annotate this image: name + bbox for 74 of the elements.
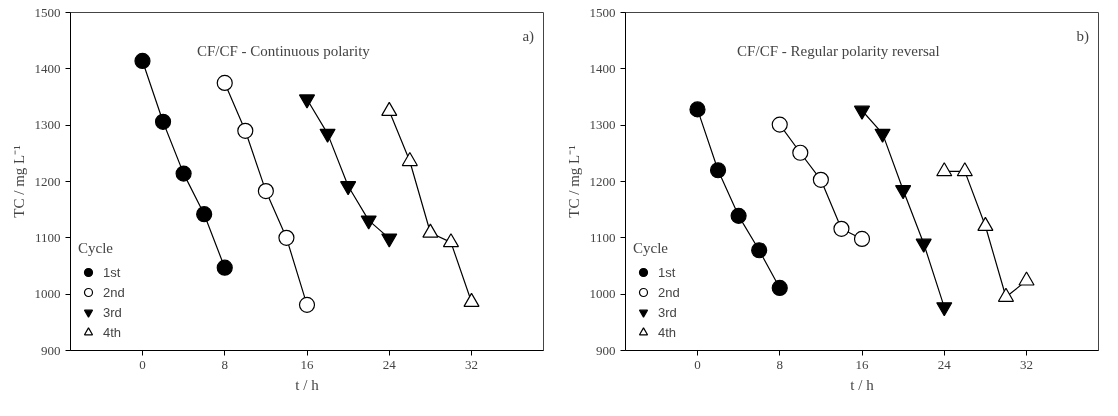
x-tick-label: 8 <box>776 356 783 372</box>
x-tick-label: 16 <box>300 356 314 372</box>
legend-label: 3rd <box>658 303 678 322</box>
y-tick-label: 900 <box>41 342 61 358</box>
point <box>442 233 460 248</box>
point <box>812 171 829 188</box>
y-tick-label: 1000 <box>34 286 61 302</box>
x-axis-title: t / h <box>850 376 875 393</box>
point <box>833 220 850 237</box>
point <box>874 128 891 143</box>
legend-title: Cycle <box>78 240 114 257</box>
point <box>1018 271 1035 286</box>
point <box>216 259 233 276</box>
point <box>257 182 274 200</box>
point <box>175 165 192 182</box>
y-tick-label: 1400 <box>589 60 616 76</box>
point <box>956 162 973 177</box>
text: CF/CF - Continuous polarity <box>196 43 371 60</box>
point <box>997 287 1015 302</box>
legend-label: 2nd <box>658 283 680 302</box>
x-tick-label: 16 <box>855 356 869 372</box>
point <box>936 162 953 177</box>
y-tick-label: 900 <box>596 342 616 358</box>
point <box>237 122 254 139</box>
point <box>381 101 398 117</box>
x-tick-label: 8 <box>221 356 228 372</box>
text: CF/CF - Regular polarity reversal <box>737 43 940 60</box>
y-tick-label: 1500 <box>34 4 61 20</box>
point <box>792 144 809 161</box>
point <box>771 116 788 133</box>
y-tick-label: 1200 <box>34 173 61 189</box>
y-tick-label: 1400 <box>34 60 61 76</box>
point <box>977 216 994 231</box>
point <box>463 292 480 307</box>
y-axis-title: TC / mg L⁻¹ <box>565 145 582 218</box>
y-tick-label: 1100 <box>34 229 61 245</box>
legend-label: 1st <box>658 263 677 282</box>
point <box>401 151 418 167</box>
y-tick-label: 1300 <box>589 117 616 133</box>
point <box>689 101 706 118</box>
point <box>134 52 151 70</box>
y-tick-label: 1000 <box>589 286 616 302</box>
point <box>751 242 768 259</box>
y-tick-label: 1100 <box>589 229 616 245</box>
x-tick-label: 0 <box>139 356 146 372</box>
legend-label: 4th <box>103 323 123 342</box>
x-tick-label: 24 <box>937 356 952 372</box>
x-tick-label: 0 <box>694 356 701 372</box>
legend-label: 3rd <box>103 303 123 322</box>
x-tick-label: 32 <box>465 356 479 372</box>
point <box>771 279 788 297</box>
legend-label: 1st <box>103 263 122 282</box>
annotation: a) <box>522 28 535 46</box>
x-tick-label: 32 <box>1020 356 1034 372</box>
x-axis-title: t / h <box>295 376 320 393</box>
point <box>853 105 871 120</box>
point <box>709 162 727 179</box>
y-tick-label: 1500 <box>589 4 616 20</box>
point <box>853 230 871 248</box>
point <box>216 74 233 91</box>
annotation: b) <box>1076 28 1090 46</box>
point <box>422 223 439 238</box>
y-axis-title: TC / mg L⁻¹ <box>10 145 27 218</box>
legend-title: Cycle <box>633 240 669 257</box>
point <box>298 296 316 313</box>
y-tick-label: 1300 <box>34 117 61 133</box>
point <box>196 206 213 223</box>
legend-label: 2nd <box>103 283 125 302</box>
point <box>730 207 747 224</box>
point <box>278 229 295 246</box>
legend-label: 4th <box>658 323 678 342</box>
point <box>154 113 172 130</box>
y-tick-label: 1200 <box>589 173 616 189</box>
x-tick-label: 24 <box>382 356 397 372</box>
